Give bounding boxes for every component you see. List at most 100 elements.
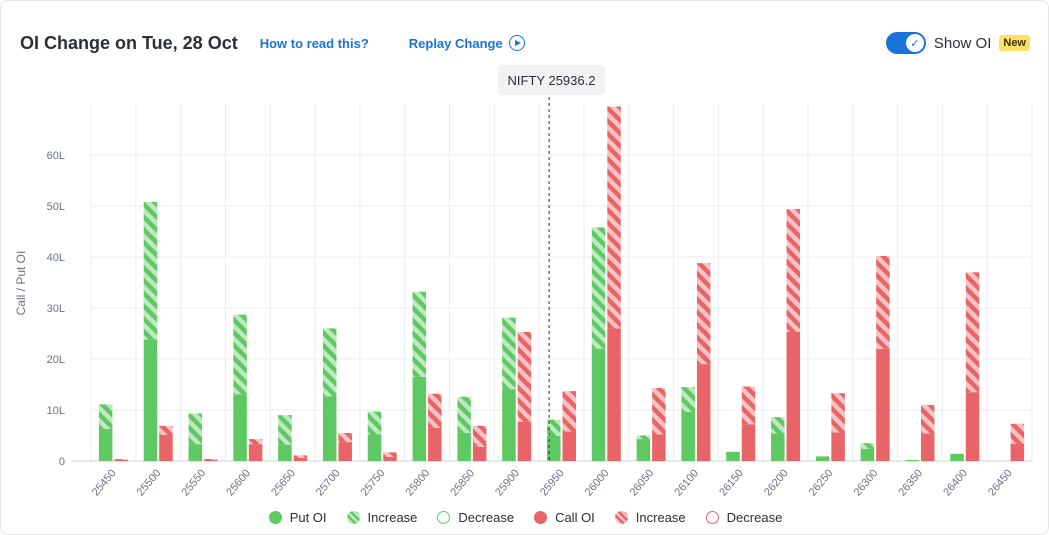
x-tick-label: 26250 <box>807 467 836 498</box>
legend-put-decrease[interactable]: Decrease <box>437 510 514 525</box>
call-increase-bar <box>204 458 218 460</box>
put-increase-bar <box>412 291 427 377</box>
x-tick-label: 25450 <box>90 467 119 498</box>
replay-change-label: Replay Change <box>408 35 503 51</box>
y-axis: 0 10L 20L 30L 40L 50L 60L <box>47 150 65 468</box>
put-increase-bar <box>233 314 247 395</box>
call-increase-bar <box>248 439 263 445</box>
call-oi-bar <box>562 431 576 461</box>
put-oi-bar <box>591 348 606 461</box>
call-oi-bar <box>965 392 980 461</box>
call-oi-bar <box>114 459 128 461</box>
x-tick-label: 26100 <box>672 467 701 498</box>
x-tick-label: 26000 <box>583 467 612 498</box>
x-tick-label: 26350 <box>896 467 925 498</box>
put-increase-bar <box>502 317 516 390</box>
legend-call-oi-label: Call OI <box>555 509 595 525</box>
call-increase-bar <box>607 106 621 329</box>
call-oi-bar <box>920 433 935 461</box>
call-increase-bar <box>876 255 890 349</box>
replay-change-button[interactable]: Replay Change <box>409 35 525 51</box>
call-increase-bar <box>741 386 756 425</box>
show-oi-toggle[interactable]: ✓ <box>885 32 926 54</box>
x-tick-label: 25850 <box>448 467 477 498</box>
call-decrease-swatch-icon <box>705 510 719 524</box>
put-oi-bar <box>726 451 740 461</box>
x-tick-label: 26050 <box>628 467 657 498</box>
call-increase-bar <box>472 425 487 447</box>
put-increase-bar <box>367 411 382 435</box>
x-tick-label: 25750 <box>359 467 388 498</box>
x-tick-label: 25650 <box>269 467 298 498</box>
call-increase-bar <box>338 432 352 443</box>
spot-price-tooltip: NIFTY 25936.2 <box>498 65 605 95</box>
call-oi-bar <box>652 434 666 461</box>
call-oi-bar <box>204 459 218 461</box>
put-increase-bar <box>143 201 158 340</box>
put-oi-bar <box>188 444 203 461</box>
legend-put-oi-label: Put OI <box>289 509 327 525</box>
put-oi-bar <box>322 396 337 461</box>
put-oi-bar <box>502 389 516 461</box>
put-increase-bar <box>771 417 785 434</box>
put-increase-bar <box>547 419 561 437</box>
legend-call-oi[interactable]: Call OI <box>534 510 595 525</box>
y-tick-label: 10L <box>47 405 65 417</box>
put-increase-bar <box>278 415 292 445</box>
x-tick-label: 26300 <box>852 467 881 498</box>
call-increase-bar <box>965 272 980 393</box>
legend-put-oi[interactable]: Put OI <box>268 509 327 525</box>
how-to-read-link[interactable]: How to read this? <box>259 35 369 51</box>
grid-lines <box>71 104 1033 462</box>
put-oi-bar <box>278 444 292 461</box>
x-tick-label: 25700 <box>314 467 343 498</box>
put-increase-bar <box>457 396 471 433</box>
put-increase-bar <box>681 387 695 413</box>
x-tick-label: 26450 <box>986 467 1015 498</box>
legend-put-increase[interactable]: Increase <box>346 510 417 525</box>
x-tick-label: 25500 <box>135 467 164 498</box>
call-increase-bar <box>293 455 308 458</box>
call-oi-bar <box>472 446 487 461</box>
check-icon: ✓ <box>905 34 924 52</box>
put-oi-bar <box>98 428 113 461</box>
call-increase-bar <box>562 391 576 432</box>
put-oi-bar <box>681 412 695 461</box>
put-increase-bar <box>636 435 651 440</box>
x-axis: 25450 25500 25550 25600 25650 25700 25750 25800… <box>90 467 1015 498</box>
put-increase-bar <box>860 443 875 449</box>
call-oi-bar <box>248 444 263 461</box>
legend-call-increase[interactable]: Increase <box>614 510 686 525</box>
call-increase-bar <box>114 458 128 460</box>
call-oi-bar <box>338 442 352 461</box>
call-increase-bar <box>517 331 532 422</box>
legend-call-decrease[interactable]: Decrease <box>705 510 782 525</box>
y-tick-label: 20L <box>47 354 65 366</box>
call-oi-bar <box>383 456 397 461</box>
call-oi-bar <box>786 331 801 461</box>
oi-bar-chart: 0 10L 20L 30L 40L 50L 60L 25450 25500 25550 25600… <box>14 97 1033 498</box>
put-oi-bar <box>412 376 427 461</box>
x-tick-label: 25900 <box>493 467 522 498</box>
put-increase-swatch-icon <box>346 510 360 524</box>
call-increase-bar <box>696 263 711 365</box>
put-oi-bar <box>905 459 919 461</box>
bars <box>98 106 1025 461</box>
call-increase-bar <box>786 209 801 332</box>
chart-header: OI Change on Tue, 28 Oct How to read thi… <box>20 31 1030 55</box>
y-tick-label: 0 <box>59 456 65 468</box>
put-oi-swatch-icon <box>268 510 282 524</box>
call-oi-bar <box>428 427 442 461</box>
show-oi-label: Show OI <box>933 34 992 52</box>
call-oi-bar <box>876 348 890 461</box>
call-oi-swatch-icon <box>534 510 548 524</box>
call-increase-bar <box>652 388 666 435</box>
x-tick-label: 26400 <box>941 467 970 498</box>
show-oi-control: ✓ Show OI New <box>885 32 1030 54</box>
put-oi-bar <box>457 432 471 461</box>
put-oi-bar <box>771 433 785 461</box>
call-oi-bar <box>696 364 711 461</box>
x-tick-label: 26150 <box>717 467 746 498</box>
legend-put-decrease-label: Decrease <box>458 509 515 525</box>
